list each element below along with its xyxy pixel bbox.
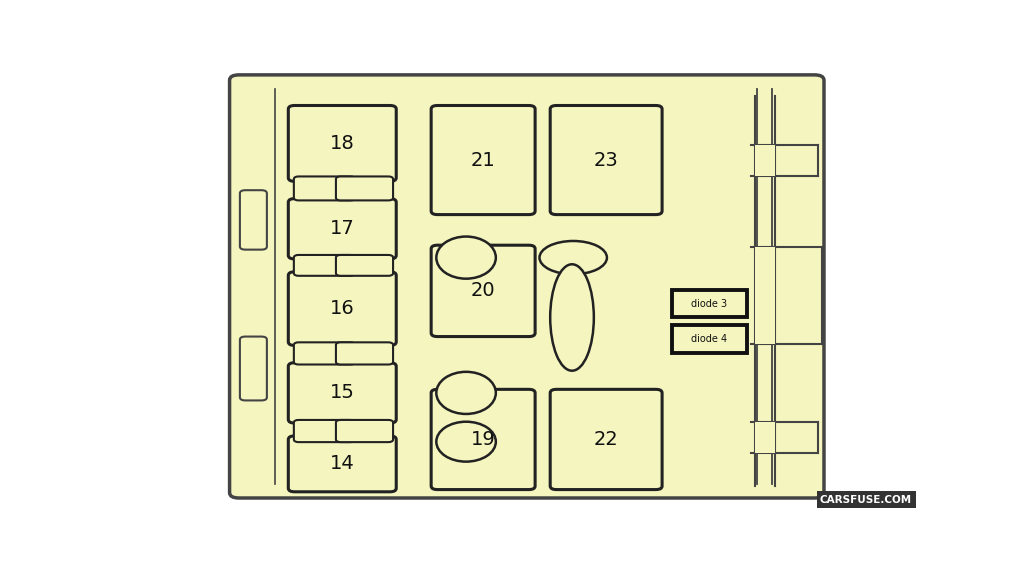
FancyBboxPatch shape: [431, 105, 536, 215]
FancyBboxPatch shape: [431, 245, 536, 336]
Text: 15: 15: [330, 384, 354, 403]
Text: 18: 18: [330, 134, 354, 153]
Text: diode 3: diode 3: [691, 299, 727, 309]
Text: 17: 17: [330, 219, 354, 238]
Ellipse shape: [550, 264, 594, 371]
FancyBboxPatch shape: [336, 255, 393, 276]
Text: 16: 16: [330, 299, 354, 318]
FancyBboxPatch shape: [294, 255, 355, 276]
FancyBboxPatch shape: [240, 336, 267, 400]
Text: CARSFUSE.COM: CARSFUSE.COM: [820, 495, 912, 505]
Bar: [672, 325, 748, 353]
FancyBboxPatch shape: [294, 342, 355, 365]
Text: 21: 21: [471, 150, 496, 169]
Text: 14: 14: [330, 454, 354, 473]
Bar: [755, 247, 775, 344]
FancyBboxPatch shape: [336, 176, 393, 200]
Ellipse shape: [436, 372, 496, 414]
Ellipse shape: [436, 422, 496, 461]
Bar: [755, 145, 775, 176]
FancyBboxPatch shape: [550, 105, 663, 215]
Text: 19: 19: [471, 430, 496, 449]
FancyBboxPatch shape: [240, 190, 267, 249]
FancyBboxPatch shape: [294, 176, 355, 200]
Ellipse shape: [540, 241, 607, 274]
Bar: [672, 290, 748, 317]
FancyBboxPatch shape: [289, 199, 396, 259]
FancyBboxPatch shape: [336, 342, 393, 365]
FancyBboxPatch shape: [289, 436, 396, 492]
FancyBboxPatch shape: [289, 105, 396, 181]
FancyBboxPatch shape: [229, 75, 824, 498]
FancyBboxPatch shape: [289, 363, 396, 423]
FancyBboxPatch shape: [289, 272, 396, 346]
Text: diode 4: diode 4: [691, 334, 727, 344]
Text: 22: 22: [594, 430, 618, 449]
FancyBboxPatch shape: [294, 420, 355, 442]
FancyBboxPatch shape: [336, 420, 393, 442]
FancyBboxPatch shape: [550, 389, 663, 490]
Text: 23: 23: [594, 150, 618, 169]
Ellipse shape: [436, 237, 496, 279]
Text: 20: 20: [471, 282, 496, 300]
Bar: [755, 422, 775, 453]
FancyBboxPatch shape: [431, 389, 536, 490]
